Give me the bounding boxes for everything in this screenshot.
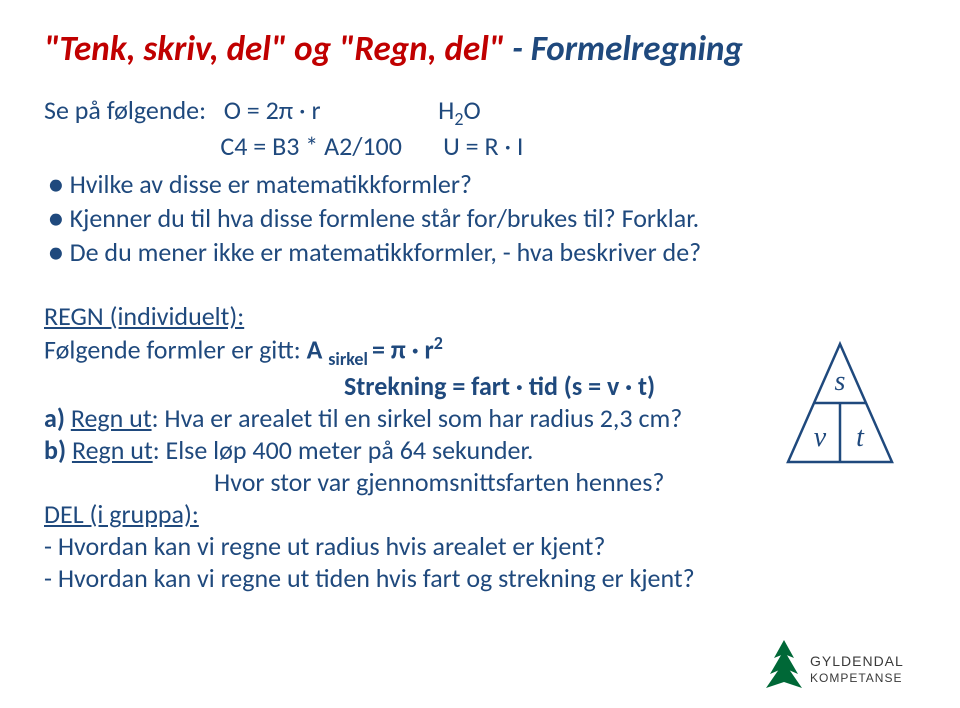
regn-b-und: Regn ut	[72, 434, 153, 466]
regn-a-und: Regn ut	[71, 402, 152, 434]
triangle-t: t	[856, 422, 865, 453]
regn-b-label: b)	[44, 434, 72, 466]
regn-line1-sub: sirkel	[328, 348, 372, 370]
triangle-diagram: s v t	[780, 338, 900, 468]
bullet-2: Kjenner du til hva disse formlene står f…	[48, 202, 916, 234]
formula-1a: O = 2π · r	[224, 94, 321, 126]
formula-1b-end: O	[463, 94, 480, 126]
regn-a-label: a)	[44, 402, 71, 434]
formula-2b: U = R · I	[443, 130, 523, 162]
spacer-2	[44, 130, 220, 162]
gyldendal-logo: GYLDENDAL KOMPETANSE	[764, 636, 924, 692]
bullet-1: Hvilke av disse er matematikkformler?	[48, 168, 916, 200]
regn-a-rest: : Hva er arealet til en sirkel som har r…	[152, 402, 683, 434]
spacer-3	[402, 130, 443, 162]
logo-text-2: KOMPETANSE	[810, 671, 902, 685]
regn-label: REGN (individuelt):	[44, 300, 916, 332]
triangle-v: v	[814, 422, 827, 453]
title-part-3: "Regn, del"	[339, 28, 512, 70]
regn-line1-sup: 2	[434, 332, 443, 354]
title-part-4: - Formelregning	[512, 28, 743, 70]
intro-lead: Se på følgende:	[44, 94, 224, 126]
triangle-s: s	[835, 366, 846, 397]
bullet-3: De du mener ikke er matematikkformler, -…	[48, 236, 916, 268]
title-part-2: og	[294, 28, 339, 70]
bullet-list: Hvilke av disse er matematikkformler? Kj…	[48, 168, 916, 268]
formula-row-1: Se på følgende: O = 2π · r H2O	[44, 94, 916, 130]
regn-line1b: A	[307, 334, 329, 366]
logo-text-1: GYLDENDAL	[810, 653, 904, 669]
intro-formulas: Se på følgende: O = 2π · r H2O C4 = B3 *…	[44, 94, 916, 162]
del-2: - Hvordan kan vi regne ut tiden hvis far…	[44, 562, 916, 594]
regn-b-line2: Hvor stor var gjennomsnittsfarten hennes…	[44, 466, 916, 498]
formula-1b: H	[438, 94, 454, 126]
regn-line1c: = π · r	[372, 334, 434, 366]
del-1: - Hvordan kan vi regne ut radius hvis ar…	[44, 530, 916, 562]
regn-b-rest: : Else løp 400 meter på 64 sekunder.	[153, 434, 534, 466]
formula-2a: C4 = B3 * A2/100	[220, 130, 402, 162]
title-part-1: "Tenk, skriv, del"	[44, 28, 294, 70]
logo-tree-bot	[766, 662, 802, 688]
formula-row-2: C4 = B3 * A2/100 U = R · I	[44, 130, 916, 162]
spacer-1	[321, 94, 439, 126]
regn-line1a: Følgende formler er gitt:	[44, 334, 307, 366]
page-title: "Tenk, skriv, del" og "Regn, del" - Form…	[44, 28, 916, 70]
del-label: DEL (i gruppa):	[44, 498, 916, 530]
